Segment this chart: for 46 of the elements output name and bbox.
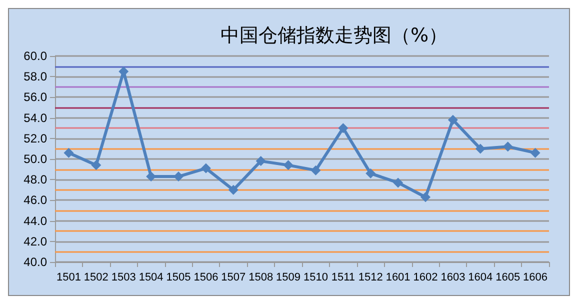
x-tick-label: 1510	[303, 272, 328, 284]
point	[475, 144, 486, 154]
y-tick-label: 44.0	[24, 214, 48, 228]
x-tick-label: 1602	[413, 272, 438, 284]
x-tick-label: 1501	[56, 272, 81, 284]
point	[174, 172, 184, 182]
point	[530, 148, 540, 158]
y-tick-label: 60.0	[24, 49, 48, 63]
chart-title: 中国仓储指数走势图（%）	[220, 24, 448, 46]
x-tick-label: 1512	[358, 272, 383, 284]
x-tick-label: 1606	[523, 272, 548, 284]
y-tick-label: 46.0	[24, 193, 48, 208]
point	[256, 156, 266, 166]
x-tick-label: 1505	[166, 272, 191, 284]
point	[310, 165, 321, 176]
point	[283, 160, 294, 170]
x-tick-label: 1507	[221, 272, 246, 284]
x-tick-label: 1509	[276, 272, 301, 284]
point	[393, 178, 404, 188]
x-tick-label: 1506	[194, 272, 218, 284]
x-tick-label: 1503	[111, 272, 136, 284]
point	[91, 160, 102, 170]
point	[502, 142, 513, 152]
y-tick-label: 58.0	[24, 70, 48, 84]
y-tick-label: 50.0	[24, 152, 48, 166]
y-tick-label: 52.0	[24, 131, 48, 146]
point	[200, 163, 211, 174]
y-tick-label: 48.0	[24, 172, 48, 187]
point	[228, 184, 238, 195]
y-tick-label: 40.0	[24, 255, 48, 269]
y-tick-label: 42.0	[24, 234, 48, 248]
point	[448, 114, 458, 125]
y-tick-label: 56.0	[24, 90, 48, 104]
point	[366, 168, 376, 178]
x-tick-label: 1511	[331, 272, 355, 284]
y-tick-label: 54.0	[24, 110, 48, 125]
point	[64, 148, 74, 158]
x-tick-label: 1601	[386, 272, 410, 284]
point	[420, 192, 430, 202]
x-tick-label: 1605	[496, 272, 520, 284]
x-tick-label: 1604	[468, 272, 493, 284]
point	[338, 123, 348, 134]
x-tick-label: 1502	[84, 272, 108, 284]
x-tick-label: 1504	[138, 272, 164, 284]
x-tick-label: 1508	[248, 272, 274, 284]
x-tick-label: 1603	[440, 272, 466, 284]
